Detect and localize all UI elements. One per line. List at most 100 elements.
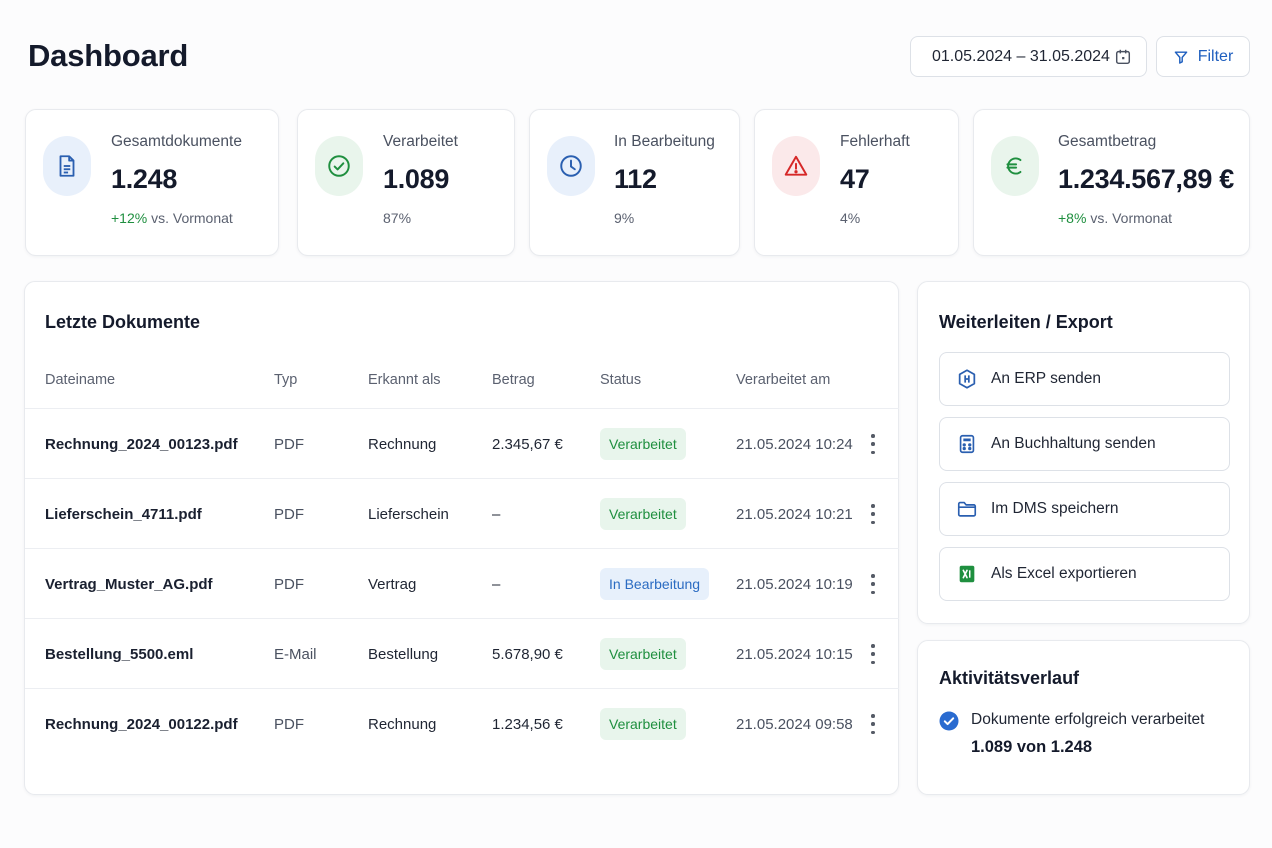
- recent-documents-title: Letzte Dokumente: [45, 312, 201, 332]
- kpi-delta: +12%: [111, 210, 148, 226]
- export-panel: Weiterleiten / Export An ERP senden An B…: [917, 281, 1250, 624]
- column-header-type: Typ: [274, 372, 298, 388]
- cell-type: PDF: [274, 715, 304, 733]
- cell-amount: 1.234,56 €: [492, 715, 563, 733]
- send-to-accounting-button[interactable]: An Buchhaltung senden: [939, 417, 1230, 471]
- export-panel-title: Weiterleiten / Export: [939, 312, 1113, 332]
- cell-recognized: Lieferschein: [368, 505, 449, 523]
- kpi-icon-wrap: [43, 136, 91, 196]
- cell-recognized: Bestellung: [368, 645, 439, 663]
- activity-count: 1.089 von 1.248: [971, 738, 1093, 756]
- kpi-delta: +8%: [1058, 210, 1087, 226]
- column-header-processed-at: Verarbeitet am: [736, 372, 831, 388]
- row-menu-icon[interactable]: [868, 714, 878, 734]
- status-badge: Verarbeitet: [600, 498, 686, 530]
- kpi-label: Gesamtdokumente: [111, 133, 242, 150]
- kpi-comparison: vs. Vormonat: [1090, 210, 1173, 226]
- document-icon: [59, 155, 75, 177]
- filter-icon: [1174, 50, 1188, 64]
- table-row[interactable]: Rechnung_2024_00122.pdf PDF Rechnung 1.2…: [25, 688, 899, 758]
- recent-documents-panel: Letzte Dokumente Dateiname Typ Erkannt a…: [24, 281, 899, 795]
- cell-processed-at: 21.05.2024 10:19: [736, 575, 853, 593]
- activity-panel: Aktivitätsverlauf Dokumente erfolgreich …: [917, 640, 1250, 795]
- kpi-icon-wrap: [772, 136, 820, 196]
- status-badge: Verarbeitet: [600, 428, 686, 460]
- cell-processed-at: 21.05.2024 10:24: [736, 435, 853, 453]
- activity-text: Dokumente erfolgreich verarbeitet: [971, 711, 1205, 728]
- filter-button[interactable]: Filter: [1156, 36, 1250, 77]
- kpi-comparison: vs. Vormonat: [151, 210, 233, 226]
- column-header-recognized: Erkannt als: [368, 372, 441, 388]
- action-label: An Buchhaltung senden: [991, 435, 1156, 452]
- cell-amount: –: [492, 505, 501, 523]
- calendar-icon: [1115, 49, 1131, 65]
- kpi-value: 1.248: [111, 164, 178, 194]
- cell-filename[interactable]: Rechnung_2024_00123.pdf: [45, 435, 238, 453]
- check-circle-filled-icon: [939, 711, 959, 731]
- kpi-card-errors: Fehlerhaft 47 4%: [754, 109, 959, 256]
- kpi-label: In Bearbeitung: [614, 133, 715, 150]
- warning-icon: [784, 155, 808, 176]
- cell-type: PDF: [274, 505, 304, 523]
- kpi-delta: 87%: [383, 210, 412, 226]
- row-menu-icon[interactable]: [868, 434, 878, 454]
- cell-filename[interactable]: Vertrag_Muster_AG.pdf: [45, 575, 213, 593]
- kpi-value: 47: [840, 164, 870, 194]
- kpi-card-total-amount: Gesamtbetrag 1.234.567,89 € +8% vs. Vorm…: [973, 109, 1250, 256]
- cell-type: E-Mail: [274, 645, 317, 663]
- cell-amount: 2.345,67 €: [492, 435, 563, 453]
- clock-icon: [560, 155, 582, 177]
- check-circle-icon: [328, 155, 350, 177]
- filter-label: Filter: [1197, 47, 1234, 65]
- kpi-value: 1.234.567,89 €: [1058, 164, 1234, 194]
- cell-recognized: Rechnung: [368, 715, 437, 733]
- export-excel-button[interactable]: Als Excel exportieren: [939, 547, 1230, 601]
- status-badge: In Bearbeitung: [600, 568, 710, 600]
- kpi-icon-wrap: [315, 136, 363, 196]
- folder-icon: [957, 501, 977, 517]
- table-row[interactable]: Lieferschein_4711.pdf PDF Lieferschein –…: [25, 478, 899, 548]
- table-row[interactable]: Bestellung_5500.eml E-Mail Bestellung 5.…: [25, 618, 899, 688]
- cell-processed-at: 21.05.2024 09:58: [736, 715, 853, 733]
- save-to-dms-button[interactable]: Im DMS speichern: [939, 482, 1230, 536]
- kpi-subtext: +8% vs. Vormonat: [1058, 210, 1172, 226]
- kpi-label: Fehlerhaft: [840, 133, 910, 150]
- cell-filename[interactable]: Bestellung_5500.eml: [45, 645, 194, 663]
- action-label: An ERP senden: [991, 370, 1102, 387]
- kpi-card-total-documents: Gesamtdokumente 1.248 +12% vs. Vormonat: [25, 109, 279, 256]
- row-menu-icon[interactable]: [868, 504, 878, 524]
- cell-filename[interactable]: Lieferschein_4711.pdf: [45, 505, 202, 523]
- cell-processed-at: 21.05.2024 10:21: [736, 505, 853, 523]
- column-header-status: Status: [600, 372, 642, 388]
- hexagon-icon: [958, 369, 976, 389]
- kpi-subtext: +12% vs. Vormonat: [111, 210, 233, 226]
- calculator-icon: [959, 434, 975, 454]
- kpi-value: 112: [614, 164, 657, 194]
- column-header-filename: Dateiname: [45, 372, 116, 388]
- column-header-amount: Betrag: [492, 372, 535, 388]
- kpi-label: Gesamtbetrag: [1058, 133, 1157, 150]
- kpi-icon-wrap: [547, 136, 595, 196]
- table-row[interactable]: Rechnung_2024_00123.pdf PDF Rechnung 2.3…: [25, 408, 899, 478]
- action-label: Im DMS speichern: [991, 500, 1119, 517]
- kpi-label: Verarbeitet: [383, 133, 458, 150]
- cell-amount: –: [492, 575, 501, 593]
- cell-type: PDF: [274, 575, 304, 593]
- row-menu-icon[interactable]: [868, 574, 878, 594]
- cell-processed-at: 21.05.2024 10:15: [736, 645, 853, 663]
- status-badge: Verarbeitet: [600, 708, 686, 740]
- date-range-picker[interactable]: 01.05.2024 – 31.05.2024: [910, 36, 1147, 77]
- send-to-erp-button[interactable]: An ERP senden: [939, 352, 1230, 406]
- kpi-delta: 9%: [614, 210, 635, 226]
- date-range-value: 01.05.2024 – 31.05.2024: [932, 47, 1110, 65]
- kpi-card-in-progress: In Bearbeitung 112 9%: [529, 109, 740, 256]
- cell-type: PDF: [274, 435, 304, 453]
- table-row[interactable]: Vertrag_Muster_AG.pdf PDF Vertrag – In B…: [25, 548, 899, 618]
- cell-filename[interactable]: Rechnung_2024_00122.pdf: [45, 715, 238, 733]
- action-label: Als Excel exportieren: [991, 565, 1137, 582]
- cell-recognized: Rechnung: [368, 435, 437, 453]
- status-badge: Verarbeitet: [600, 638, 686, 670]
- excel-icon: [959, 565, 975, 583]
- row-menu-icon[interactable]: [868, 644, 878, 664]
